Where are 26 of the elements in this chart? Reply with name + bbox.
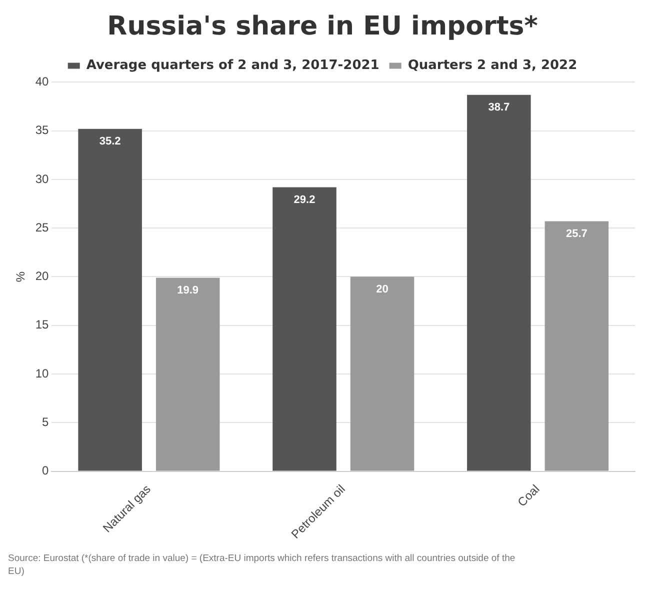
data-label: 38.7 — [488, 101, 510, 114]
y-axis-title: % — [14, 271, 28, 282]
y-tick-label: 40 — [35, 74, 50, 89]
data-label: 35.2 — [99, 135, 121, 148]
y-tick-label: 5 — [42, 414, 50, 429]
y-tick-label: 0 — [42, 464, 50, 478]
data-label: 20 — [376, 283, 388, 296]
bar — [350, 276, 414, 471]
bar — [467, 94, 531, 471]
y-tick-label: 25 — [35, 220, 50, 234]
source-note: Source: Eurostat (*(share of trade in value) = (Extra-EU imports which refers transactions with all countries outside of the EU) — [8, 552, 516, 578]
bar — [544, 221, 609, 471]
legend-label: Quarters 2 and 3, 2022 — [408, 58, 578, 74]
bar — [78, 128, 142, 471]
legend-label: Average quarters of 2 and 3, 2017-2021 — [86, 58, 380, 74]
y-tick-label: 35 — [35, 123, 50, 138]
bar — [156, 278, 220, 471]
y-tick-label: 15 — [35, 318, 50, 332]
data-label: 29.2 — [294, 194, 316, 206]
y-tick-label: 20 — [35, 269, 50, 284]
bar — [272, 187, 336, 471]
data-label: 25.7 — [566, 228, 588, 240]
data-label: 19.9 — [177, 284, 199, 296]
chart-title: Russia's share in EU imports* — [107, 11, 538, 42]
y-tick-label: 10 — [35, 366, 50, 380]
y-tick-label: 30 — [35, 172, 50, 186]
